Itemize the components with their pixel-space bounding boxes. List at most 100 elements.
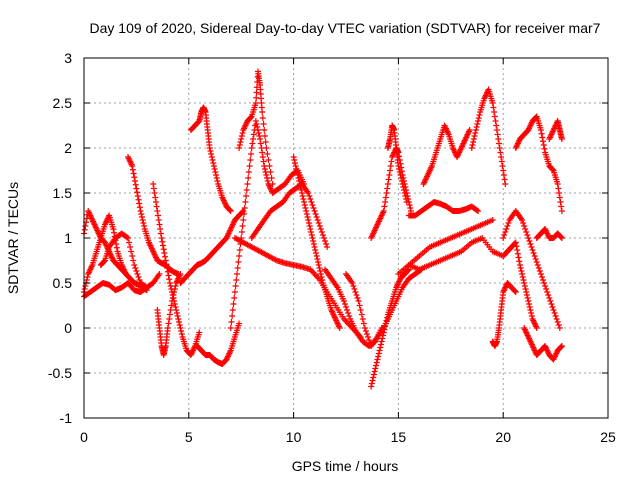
data-point bbox=[365, 334, 372, 340]
data-point bbox=[151, 190, 158, 196]
data-point bbox=[555, 322, 562, 328]
data-point bbox=[156, 221, 163, 228]
data-point bbox=[366, 337, 373, 343]
data-point bbox=[178, 331, 185, 337]
data-point bbox=[323, 241, 330, 247]
data-point bbox=[303, 208, 310, 214]
data-point bbox=[492, 118, 499, 124]
data-point bbox=[238, 136, 245, 142]
data-point bbox=[178, 328, 185, 334]
data-point bbox=[138, 214, 145, 220]
data-point bbox=[157, 230, 164, 237]
series-sat-i bbox=[187, 104, 234, 214]
data-point bbox=[540, 142, 547, 148]
data-point bbox=[368, 383, 375, 390]
data-point bbox=[171, 289, 178, 295]
data-point bbox=[520, 277, 527, 283]
data-point bbox=[300, 196, 307, 202]
data-point bbox=[314, 256, 321, 262]
data-point bbox=[259, 115, 266, 121]
data-point bbox=[371, 368, 378, 375]
data-point bbox=[541, 280, 548, 286]
data-point bbox=[525, 298, 532, 304]
data-point bbox=[262, 139, 269, 145]
data-point bbox=[308, 229, 315, 235]
data-point bbox=[537, 271, 544, 277]
data-point bbox=[165, 320, 172, 327]
data-point bbox=[259, 154, 266, 160]
data-point bbox=[373, 359, 380, 366]
data-point bbox=[166, 316, 173, 322]
data-point bbox=[196, 329, 203, 336]
data-point bbox=[505, 220, 512, 226]
x-tick-label: 20 bbox=[495, 429, 511, 445]
y-tick-label: 0 bbox=[64, 320, 72, 336]
data-point bbox=[378, 338, 385, 345]
data-point bbox=[356, 302, 363, 309]
y-tick-label: -0.5 bbox=[48, 365, 72, 381]
data-point bbox=[502, 181, 509, 187]
data-point bbox=[358, 311, 365, 318]
data-point bbox=[169, 298, 176, 304]
y-tick-label: 2.5 bbox=[53, 95, 73, 111]
data-point bbox=[368, 380, 375, 387]
data-point bbox=[297, 184, 304, 190]
x-tick-label: 15 bbox=[391, 429, 407, 445]
series-sat-k bbox=[227, 118, 308, 331]
data-point bbox=[233, 277, 240, 283]
data-point bbox=[466, 127, 473, 133]
data-point bbox=[501, 176, 508, 183]
data-point bbox=[535, 265, 542, 271]
data-point bbox=[526, 301, 533, 307]
data-point bbox=[494, 131, 501, 138]
data-point bbox=[249, 140, 256, 147]
data-point bbox=[521, 280, 528, 286]
data-point bbox=[317, 268, 324, 274]
data-point bbox=[227, 325, 234, 331]
y-tick-label: 2 bbox=[64, 140, 72, 156]
data-point bbox=[403, 196, 410, 202]
data-point bbox=[307, 226, 314, 232]
data-point bbox=[362, 328, 369, 334]
data-point bbox=[496, 145, 503, 151]
data-point bbox=[240, 211, 247, 217]
data-point bbox=[253, 94, 260, 101]
data-point bbox=[382, 320, 389, 327]
data-point bbox=[399, 181, 406, 187]
data-point bbox=[131, 262, 138, 268]
series-sat-m bbox=[231, 235, 364, 340]
data-point bbox=[129, 253, 136, 259]
data-point bbox=[376, 347, 383, 354]
data-point bbox=[403, 199, 410, 205]
data-point bbox=[248, 145, 255, 151]
data-point bbox=[234, 271, 241, 277]
data-point bbox=[554, 319, 561, 325]
data-point bbox=[523, 229, 530, 235]
data-points bbox=[81, 68, 565, 390]
data-point bbox=[468, 145, 475, 151]
data-point bbox=[245, 169, 252, 175]
data-point bbox=[387, 167, 394, 174]
data-point bbox=[474, 121, 481, 127]
data-point bbox=[265, 157, 272, 163]
data-point bbox=[318, 229, 325, 235]
data-point bbox=[167, 307, 174, 313]
data-point bbox=[530, 250, 537, 256]
data-point bbox=[547, 298, 554, 304]
data-point bbox=[502, 229, 509, 235]
data-point bbox=[111, 229, 118, 236]
x-tick-label: 10 bbox=[286, 429, 302, 445]
data-point bbox=[128, 248, 135, 255]
data-point bbox=[556, 194, 563, 201]
data-point bbox=[81, 286, 88, 292]
data-point bbox=[556, 190, 563, 196]
data-point bbox=[374, 356, 381, 363]
data-point bbox=[498, 158, 505, 165]
y-axis-label: SDTVAR / TECUs bbox=[5, 182, 21, 294]
data-point bbox=[228, 319, 235, 325]
data-point bbox=[344, 307, 351, 313]
data-point bbox=[296, 181, 303, 187]
data-point bbox=[158, 235, 165, 241]
data-point bbox=[123, 234, 130, 241]
data-point bbox=[254, 124, 261, 130]
